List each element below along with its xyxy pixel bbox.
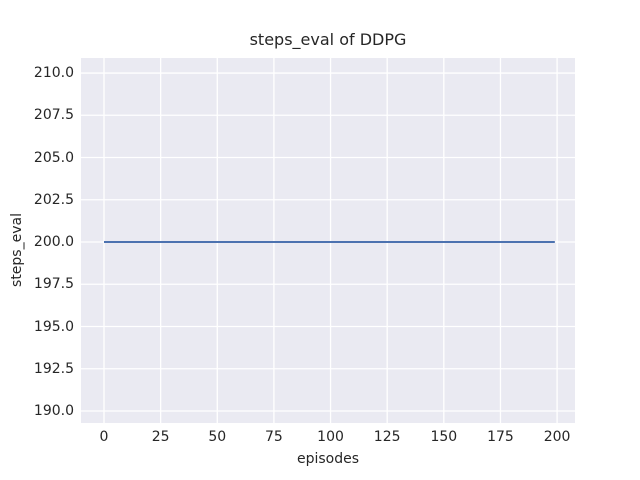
x-tick-label: 100 <box>317 429 344 445</box>
plot-canvas <box>81 58 575 423</box>
y-tick-label: 207.5 <box>33 107 74 124</box>
x-tick-label: 125 <box>373 429 401 445</box>
y-tick-label: 195.0 <box>33 318 74 335</box>
plot-area <box>81 58 575 423</box>
chart-title: steps_eval of DDPG <box>249 30 407 49</box>
y-tick-label: 197.5 <box>33 276 74 293</box>
y-tick-label: 190.0 <box>33 403 74 419</box>
y-tick-label: 200.0 <box>33 234 74 251</box>
x-tick-label: 50 <box>208 429 227 445</box>
y-tick-label: 202.5 <box>33 191 74 208</box>
x-tick-label: 25 <box>151 429 170 445</box>
y-tick-label: 205.0 <box>33 149 74 166</box>
x-tick-label: 175 <box>487 429 514 445</box>
y-tick-label: 210.0 <box>33 65 74 82</box>
x-tick-label: 150 <box>430 429 458 445</box>
x-axis-label: episodes <box>296 451 360 467</box>
x-tick-label: 200 <box>543 429 571 445</box>
plot-background <box>81 58 575 423</box>
y-tick-label: 192.5 <box>33 360 74 377</box>
x-tick-label: 0 <box>99 429 109 445</box>
x-tick-label: 75 <box>264 429 283 445</box>
